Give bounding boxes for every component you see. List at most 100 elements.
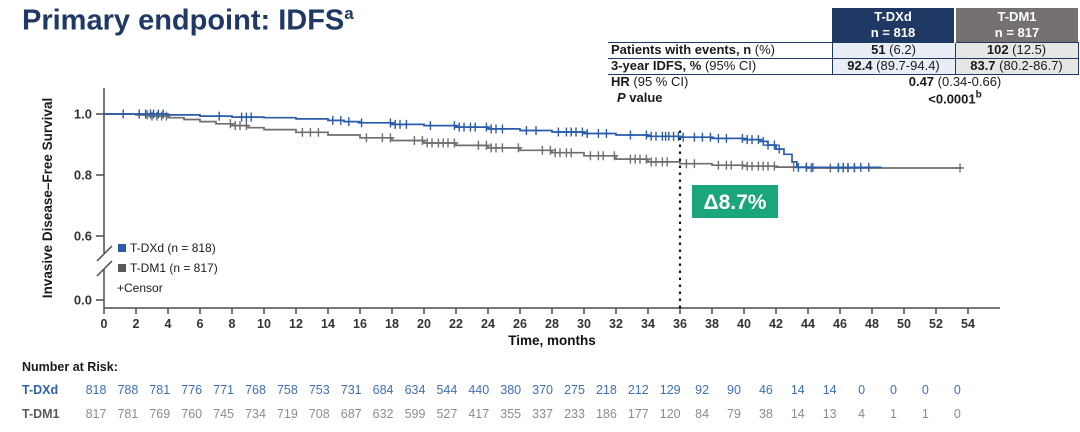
x-tick-label: 36 bbox=[673, 317, 687, 331]
x-tick-label: 0 bbox=[101, 317, 108, 331]
risk-value: 129 bbox=[659, 383, 681, 397]
risk-value: 781 bbox=[149, 383, 171, 397]
x-tick-label: 44 bbox=[801, 317, 815, 331]
km-plot: 1.0 0.8 0.6 0.0 Invasive Disease–Free Surviv… bbox=[40, 88, 1000, 348]
risk-value: 634 bbox=[404, 383, 426, 397]
risk-value: 527 bbox=[436, 407, 458, 421]
y-tick-label: 0.0 bbox=[74, 293, 92, 308]
risk-value: 708 bbox=[308, 407, 330, 421]
legend-marker bbox=[118, 264, 126, 272]
summary-table: T-DXd n = 818 T-DM1 n = 817 Patients wit… bbox=[608, 8, 1079, 107]
risk-value: 14 bbox=[790, 407, 805, 421]
x-tick-label: 2 bbox=[133, 317, 140, 331]
risk-value: 337 bbox=[532, 407, 554, 421]
risk-value: 417 bbox=[468, 407, 490, 421]
risk-value: 0 bbox=[858, 383, 866, 397]
row-label: P value bbox=[608, 90, 832, 107]
x-tick-label: 40 bbox=[737, 317, 751, 331]
risk-value: 38 bbox=[758, 407, 773, 421]
risk-value: 769 bbox=[149, 407, 171, 421]
x-tick-label: 48 bbox=[865, 317, 879, 331]
risk-value: 79 bbox=[727, 407, 741, 421]
value-cell: 102 (12.5) bbox=[954, 42, 1079, 59]
x-tick-label: 46 bbox=[833, 317, 847, 331]
legend: T-DXd (n = 818) T-DM1 (n = 817) +Censor bbox=[117, 241, 218, 295]
risk-value: 776 bbox=[181, 383, 203, 397]
risk-value: 684 bbox=[372, 383, 394, 397]
value-cell: 92.4 (89.7-94.4) bbox=[831, 58, 956, 75]
risk-value: 212 bbox=[627, 383, 649, 397]
x-tick-label: 16 bbox=[353, 317, 367, 331]
value-span: 0.47 (0.34-0.66) bbox=[832, 74, 1078, 90]
risk-value: 753 bbox=[308, 383, 330, 397]
x-axis-label: Time, months bbox=[508, 333, 596, 348]
risk-value: 731 bbox=[340, 383, 362, 397]
risk-value: 544 bbox=[436, 383, 458, 397]
legend-marker bbox=[118, 244, 126, 252]
risk-row-T-DXd: T-DXd 818 788 781 776 771 768 758 753 731 684 634 54… bbox=[0, 383, 1080, 400]
legend-label: T-DXd (n = 818) bbox=[130, 241, 216, 255]
risk-value: 768 bbox=[245, 383, 266, 397]
risk-value: 84 bbox=[695, 407, 710, 421]
risk-value: 817 bbox=[85, 407, 107, 421]
risk-value: 1 bbox=[890, 407, 897, 421]
risk-value: 120 bbox=[659, 407, 681, 421]
risk-value: 0 bbox=[953, 407, 961, 421]
legend-label: T-DM1 (n = 817) bbox=[130, 261, 218, 275]
risk-value: 355 bbox=[500, 407, 522, 421]
risk-value: 599 bbox=[404, 407, 426, 421]
risk-value: 186 bbox=[595, 407, 617, 421]
risk-value: 177 bbox=[627, 407, 649, 421]
tdxd-n: n = 818 bbox=[870, 25, 916, 40]
x-axis: 0 2 4 6 8 10 12 14 16 18 20 22 24 26 28 30 32 34 36 38 40 42 4… bbox=[101, 307, 1000, 348]
legend-label: +Censor bbox=[117, 281, 163, 295]
km-curve-T-DXd bbox=[104, 113, 882, 169]
x-tick-label: 6 bbox=[197, 317, 204, 331]
y-axis-label: Invasive Disease–Free Survival bbox=[40, 98, 55, 298]
row-label: Patients with events, n (%) bbox=[608, 42, 832, 59]
censor-marks-T-DXd bbox=[119, 109, 873, 172]
number-at-risk-heading: Number at Risk: bbox=[22, 360, 118, 374]
column-header-tdm1: T-DM1 n = 817 bbox=[954, 8, 1078, 43]
risk-value: 14 bbox=[822, 383, 837, 397]
summary-corner-cell bbox=[608, 8, 832, 43]
risk-row-T-DM1: T-DM1 817 781 769 760 745 734 719 708 687 632 599 52… bbox=[0, 407, 1080, 424]
risk-value: 90 bbox=[727, 383, 741, 397]
risk-value: 370 bbox=[532, 383, 554, 397]
x-tick-label: 32 bbox=[609, 317, 623, 331]
x-tick-label: 14 bbox=[321, 317, 335, 331]
delta-annotation: Δ8.7% bbox=[692, 185, 778, 218]
tdm1-name: T-DM1 bbox=[997, 9, 1037, 24]
y-tick-label: 0.8 bbox=[74, 168, 92, 183]
x-tick-label: 20 bbox=[417, 317, 431, 331]
risk-value: 0 bbox=[890, 383, 897, 397]
y-tick-label: 0.6 bbox=[74, 229, 92, 244]
row-label: HR (95 % CI) bbox=[608, 74, 832, 90]
x-tick-label: 4 bbox=[165, 317, 172, 331]
risk-value: 14 bbox=[790, 383, 805, 397]
risk-value: 440 bbox=[468, 383, 490, 397]
risk-value: 275 bbox=[564, 383, 585, 397]
row-label: 3-year IDFS, % (95% CI) bbox=[608, 58, 832, 75]
risk-value: 13 bbox=[822, 407, 837, 421]
risk-value: 771 bbox=[213, 383, 235, 397]
title-superscript: a bbox=[344, 4, 354, 23]
value-span: <0.0001b bbox=[832, 90, 1078, 107]
risk-value: 687 bbox=[340, 407, 362, 421]
risk-value: 632 bbox=[372, 407, 394, 421]
risk-value: 818 bbox=[85, 383, 107, 397]
risk-value: 788 bbox=[117, 383, 139, 397]
risk-value: 92 bbox=[695, 383, 710, 397]
number-at-risk-table: T-DXd 818 788 781 776 771 768 758 753 731 684 634 54… bbox=[0, 383, 1080, 432]
x-tick-label: 28 bbox=[545, 317, 559, 331]
summary-row: HR (95 % CI) 0.47 (0.34-0.66) bbox=[608, 74, 1078, 90]
value-cell: 51 (6.2) bbox=[831, 42, 956, 59]
risk-value: 758 bbox=[276, 383, 298, 397]
risk-value: 745 bbox=[213, 407, 235, 421]
risk-value: 233 bbox=[564, 407, 585, 421]
tdxd-name: T-DXd bbox=[874, 9, 912, 24]
risk-value: 781 bbox=[117, 407, 139, 421]
risk-value: 1 bbox=[921, 407, 929, 421]
risk-row-label: T-DXd bbox=[22, 383, 59, 397]
